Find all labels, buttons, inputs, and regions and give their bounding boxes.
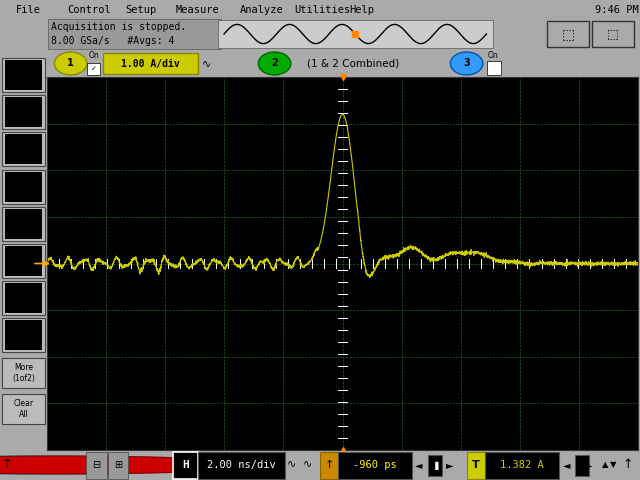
Text: Help: Help: [349, 5, 374, 15]
Bar: [198, 452, 285, 479]
Bar: [467, 452, 485, 479]
Bar: [4, 209, 42, 239]
Text: ✓: ✓: [91, 66, 97, 72]
Text: ∿: ∿: [202, 59, 211, 69]
Text: ▼: ▼: [610, 460, 616, 469]
Text: 1.00 A/div: 1.00 A/div: [121, 59, 180, 69]
Text: ⊟: ⊟: [93, 460, 100, 470]
Circle shape: [0, 456, 227, 474]
Bar: [320, 452, 338, 479]
Text: 2: 2: [271, 59, 278, 69]
Bar: [3, 244, 45, 278]
Bar: [173, 452, 198, 479]
Bar: [4, 321, 42, 350]
Text: ↑: ↑: [324, 460, 333, 470]
Bar: [3, 394, 45, 424]
Bar: [103, 53, 198, 74]
Text: 1.382 A: 1.382 A: [500, 460, 543, 470]
Text: 1: 1: [67, 59, 74, 69]
Bar: [575, 455, 589, 476]
Text: ⊞: ⊞: [114, 460, 122, 470]
Bar: [428, 455, 442, 476]
Text: On: On: [487, 51, 498, 60]
Text: ►: ►: [585, 460, 593, 470]
Ellipse shape: [54, 52, 87, 75]
Text: ◄: ◄: [563, 460, 570, 470]
Text: H: H: [182, 460, 189, 470]
Text: ▐: ▐: [431, 460, 438, 469]
Bar: [547, 21, 589, 47]
Bar: [3, 58, 45, 92]
Text: ⬚: ⬚: [607, 27, 619, 40]
Text: ↑: ↑: [1, 458, 12, 471]
Ellipse shape: [259, 52, 291, 75]
Bar: [4, 134, 42, 164]
Text: 2.00 ns/div: 2.00 ns/div: [207, 460, 276, 470]
Text: ∿: ∿: [287, 458, 296, 468]
Bar: [3, 281, 45, 315]
Text: Utilities: Utilities: [294, 5, 351, 15]
Bar: [4, 60, 42, 90]
Text: On: On: [88, 51, 99, 60]
Bar: [4, 246, 42, 276]
Text: File: File: [16, 5, 41, 15]
Bar: [3, 132, 45, 167]
Ellipse shape: [451, 52, 483, 75]
Bar: [3, 169, 45, 204]
Text: -960 ps: -960 ps: [353, 460, 396, 470]
Text: Control: Control: [67, 5, 111, 15]
Bar: [338, 452, 412, 479]
Text: More
(1of2): More (1of2): [12, 363, 35, 383]
Bar: [3, 207, 45, 241]
Text: ◄: ◄: [415, 460, 423, 470]
Bar: [86, 452, 107, 479]
Text: Acquisition is stopped.: Acquisition is stopped.: [51, 22, 186, 32]
Bar: [108, 452, 128, 479]
Bar: [486, 61, 502, 75]
Text: 3: 3: [463, 59, 470, 69]
Bar: [3, 358, 45, 388]
Text: Clear
All: Clear All: [13, 399, 33, 419]
Text: 9:46 PM: 9:46 PM: [595, 5, 639, 15]
Text: T: T: [472, 460, 480, 470]
Bar: [4, 283, 42, 313]
Text: 8.00 GSa/s   #Avgs: 4: 8.00 GSa/s #Avgs: 4: [51, 36, 175, 46]
Text: (1 & 2 Combined): (1 & 2 Combined): [307, 59, 399, 69]
Text: ⬚: ⬚: [562, 27, 575, 41]
Text: ►: ►: [445, 460, 453, 470]
Text: Measure: Measure: [176, 5, 220, 15]
Text: ▲: ▲: [602, 460, 608, 469]
Circle shape: [0, 456, 256, 474]
Bar: [3, 318, 45, 352]
Bar: [4, 97, 42, 127]
Text: ∿: ∿: [303, 458, 312, 468]
Bar: [485, 452, 559, 479]
Text: Setup: Setup: [125, 5, 156, 15]
Text: ↑: ↑: [622, 458, 632, 471]
Text: Analyze: Analyze: [240, 5, 284, 15]
Bar: [4, 172, 42, 202]
Bar: [3, 95, 45, 129]
Bar: [592, 21, 634, 47]
Bar: [87, 63, 100, 75]
